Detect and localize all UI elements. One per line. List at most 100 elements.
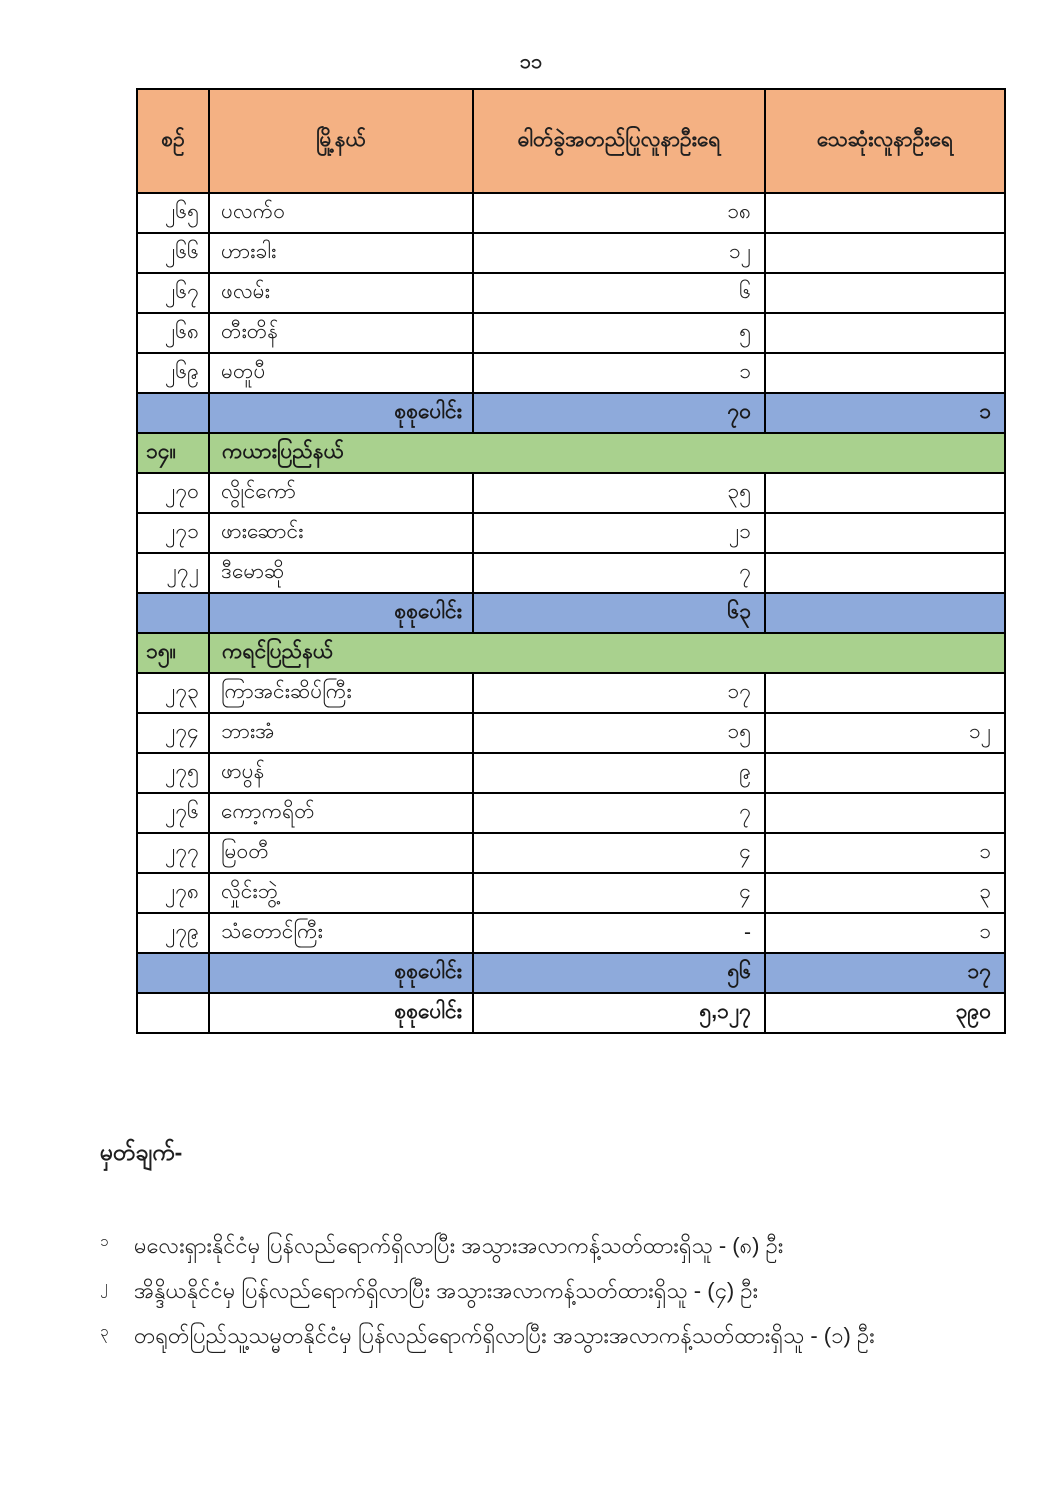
subtotal-row: စုစုပေါင်း ၇၀ ၁ xyxy=(136,392,1006,434)
township-cell: တီးတိန် xyxy=(208,312,474,354)
page-number: ၁၁ xyxy=(519,51,543,73)
deaths-cell: ၁၂ xyxy=(764,712,1006,754)
note-item: ၃ တရုတ်ပြည်သူ့သမ္မတနိုင်ငံမှ ပြန်လည်ရောက… xyxy=(100,1320,980,1365)
covid-township-table: စဉ် မြို့နယ် ဓါတ်ခွဲအတည်ပြုလူနာဦးရေ သေဆု… xyxy=(136,88,1006,1034)
table-row: ၂၆၆ ဟားခါး ၁၂ xyxy=(136,232,1006,274)
section-number: ၁၅။ xyxy=(136,632,210,674)
township-cell: ဖားဆောင်း xyxy=(208,512,474,554)
row-number: ၂၆၇ xyxy=(136,272,210,314)
subtotal-confirmed: ၆၃ xyxy=(472,592,766,634)
table-row: ၂၇၆ ကော့ကရိတ် ၇ xyxy=(136,792,1006,834)
deaths-cell xyxy=(764,472,1006,514)
confirmed-cell: ၉ xyxy=(472,752,766,794)
note-marker: ၂ xyxy=(100,1278,108,1295)
row-number: ၂၇၆ xyxy=(136,792,210,834)
notes-section: မှတ်ချက်- ၁ မလေးရှားနိုင်ငံမှ ပြန်လည်ရော… xyxy=(100,1138,980,1365)
table-row: ၂၇၃ ကြာအင်းဆိပ်ကြီး ၁၇ xyxy=(136,672,1006,714)
table-row: ၂၇၉ သံတောင်ကြီး - ၁ xyxy=(136,912,1006,954)
row-number: ၂၇၉ xyxy=(136,912,210,954)
township-cell: လှိုင်းဘွဲ့ xyxy=(208,872,474,914)
grand-total-label: စုစုပေါင်း xyxy=(208,992,474,1034)
confirmed-cell: ၅ xyxy=(472,312,766,354)
notes-heading: မှတ်ချက်- xyxy=(100,1139,183,1165)
confirmed-cell: ၄ xyxy=(472,872,766,914)
subtotal-confirmed: ၅၆ xyxy=(472,952,766,994)
table-row: ၂၇၅ ဖာပွန် ၉ xyxy=(136,752,1006,794)
table-row: ၂၇၀ လွိုင်ကော် ၃၅ xyxy=(136,472,1006,514)
deaths-cell xyxy=(764,552,1006,594)
row-number: ၂၇၄ xyxy=(136,712,210,754)
confirmed-cell: ၂၁ xyxy=(472,512,766,554)
township-cell: ကော့ကရိတ် xyxy=(208,792,474,834)
confirmed-cell: ၆ xyxy=(472,272,766,314)
section-row-kayah: ၁၄။ ကယားပြည်နယ် xyxy=(136,432,1006,474)
township-cell: မတူပီ xyxy=(208,352,474,394)
confirmed-cell: ၁ xyxy=(472,352,766,394)
confirmed-cell: ၁၈ xyxy=(472,192,766,234)
confirmed-cell: ၇ xyxy=(472,792,766,834)
township-cell: လွိုင်ကော် xyxy=(208,472,474,514)
table-row: ၂၆၅ ပလက်ဝ ၁၈ xyxy=(136,192,1006,234)
row-number: ၂၇၂ xyxy=(136,552,210,594)
row-number: ၂၇၈ xyxy=(136,872,210,914)
deaths-cell xyxy=(764,792,1006,834)
subtotal-deaths: ၁၇ xyxy=(764,952,1006,994)
header-deaths: သေဆုံးလူနာဦးရေ xyxy=(764,88,1006,194)
township-cell: ဘားအံ xyxy=(208,712,474,754)
table-row: ၂၆၇ ဖလမ်း ၆ xyxy=(136,272,1006,314)
subtotal-row: စုစုပေါင်း ၅၆ ၁၇ xyxy=(136,952,1006,994)
table-row: ၂၇၈ လှိုင်းဘွဲ့ ၄ ၃ xyxy=(136,872,1006,914)
note-text: မလေးရှားနိုင်ငံမှ ပြန်လည်ရောက်ရှိလာပြီး … xyxy=(134,1233,784,1258)
grand-total-deaths: ၃၉၀ xyxy=(764,992,1006,1034)
header-no: စဉ် xyxy=(136,88,210,194)
confirmed-cell: ၁၅ xyxy=(472,712,766,754)
header-confirmed: ဓါတ်ခွဲအတည်ပြုလူနာဦးရေ xyxy=(472,88,766,194)
table-row: ၂၇၁ ဖားဆောင်း ၂၁ xyxy=(136,512,1006,554)
subtotal-label: စုစုပေါင်း xyxy=(208,952,474,994)
section-row-kayin: ၁၅။ ကရင်ပြည်နယ် xyxy=(136,632,1006,674)
confirmed-cell: ၄ xyxy=(472,832,766,874)
empty-cell xyxy=(136,392,210,434)
row-number: ၂၆၉ xyxy=(136,352,210,394)
row-number: ၂၇၇ xyxy=(136,832,210,874)
township-cell: ဖာပွန် xyxy=(208,752,474,794)
table-row: ၂၆၈ တီးတိန် ၅ xyxy=(136,312,1006,354)
deaths-cell xyxy=(764,512,1006,554)
confirmed-cell: ၇ xyxy=(472,552,766,594)
subtotal-confirmed: ၇၀ xyxy=(472,392,766,434)
subtotal-label: စုစုပေါင်း xyxy=(208,592,474,634)
section-name: ကယားပြည်နယ် xyxy=(208,432,1006,474)
township-cell: မြဝတီ xyxy=(208,832,474,874)
subtotal-row: စုစုပေါင်း ၆၃ xyxy=(136,592,1006,634)
grand-total-confirmed: ၅,၁၂၇ xyxy=(472,992,766,1034)
row-number: ၂၆၈ xyxy=(136,312,210,354)
table-row: ၂၆၉ မတူပီ ၁ xyxy=(136,352,1006,394)
note-text: အိန္ဒိယနိုင်ငံမှ ပြန်လည်ရောက်ရှိလာပြီး အ… xyxy=(134,1278,759,1303)
row-number: ၂၇၁ xyxy=(136,512,210,554)
note-item: ၁ မလေးရှားနိုင်ငံမှ ပြန်လည်ရောက်ရှိလာပြီ… xyxy=(100,1230,980,1275)
confirmed-cell: - xyxy=(472,912,766,954)
deaths-cell xyxy=(764,192,1006,234)
header-township: မြို့နယ် xyxy=(208,88,474,194)
subtotal-deaths: ၁ xyxy=(764,392,1006,434)
row-number: ၂၇၅ xyxy=(136,752,210,794)
note-marker: ၁ xyxy=(100,1233,109,1250)
section-name: ကရင်ပြည်နယ် xyxy=(208,632,1006,674)
township-cell: သံတောင်ကြီး xyxy=(208,912,474,954)
deaths-cell: ၁ xyxy=(764,912,1006,954)
deaths-cell: ၁ xyxy=(764,832,1006,874)
deaths-cell xyxy=(764,672,1006,714)
deaths-cell xyxy=(764,232,1006,274)
table-row: ၂၇၄ ဘားအံ ၁၅ ၁၂ xyxy=(136,712,1006,754)
note-text: တရုတ်ပြည်သူ့သမ္မတနိုင်ငံမှ ပြန်လည်ရောက်ရ… xyxy=(134,1323,875,1348)
township-cell: ကြာအင်းဆိပ်ကြီး xyxy=(208,672,474,714)
table-row: ၂၇၂ ဒီမောဆို ၇ xyxy=(136,552,1006,594)
row-number: ၂၆၅ xyxy=(136,192,210,234)
notes-list: ၁ မလေးရှားနိုင်ငံမှ ပြန်လည်ရောက်ရှိလာပြီ… xyxy=(100,1230,980,1365)
township-cell: ဒီမောဆို xyxy=(208,552,474,594)
deaths-cell xyxy=(764,272,1006,314)
empty-cell xyxy=(136,952,210,994)
row-number: ၂၆၆ xyxy=(136,232,210,274)
row-number: ၂၇၃ xyxy=(136,672,210,714)
